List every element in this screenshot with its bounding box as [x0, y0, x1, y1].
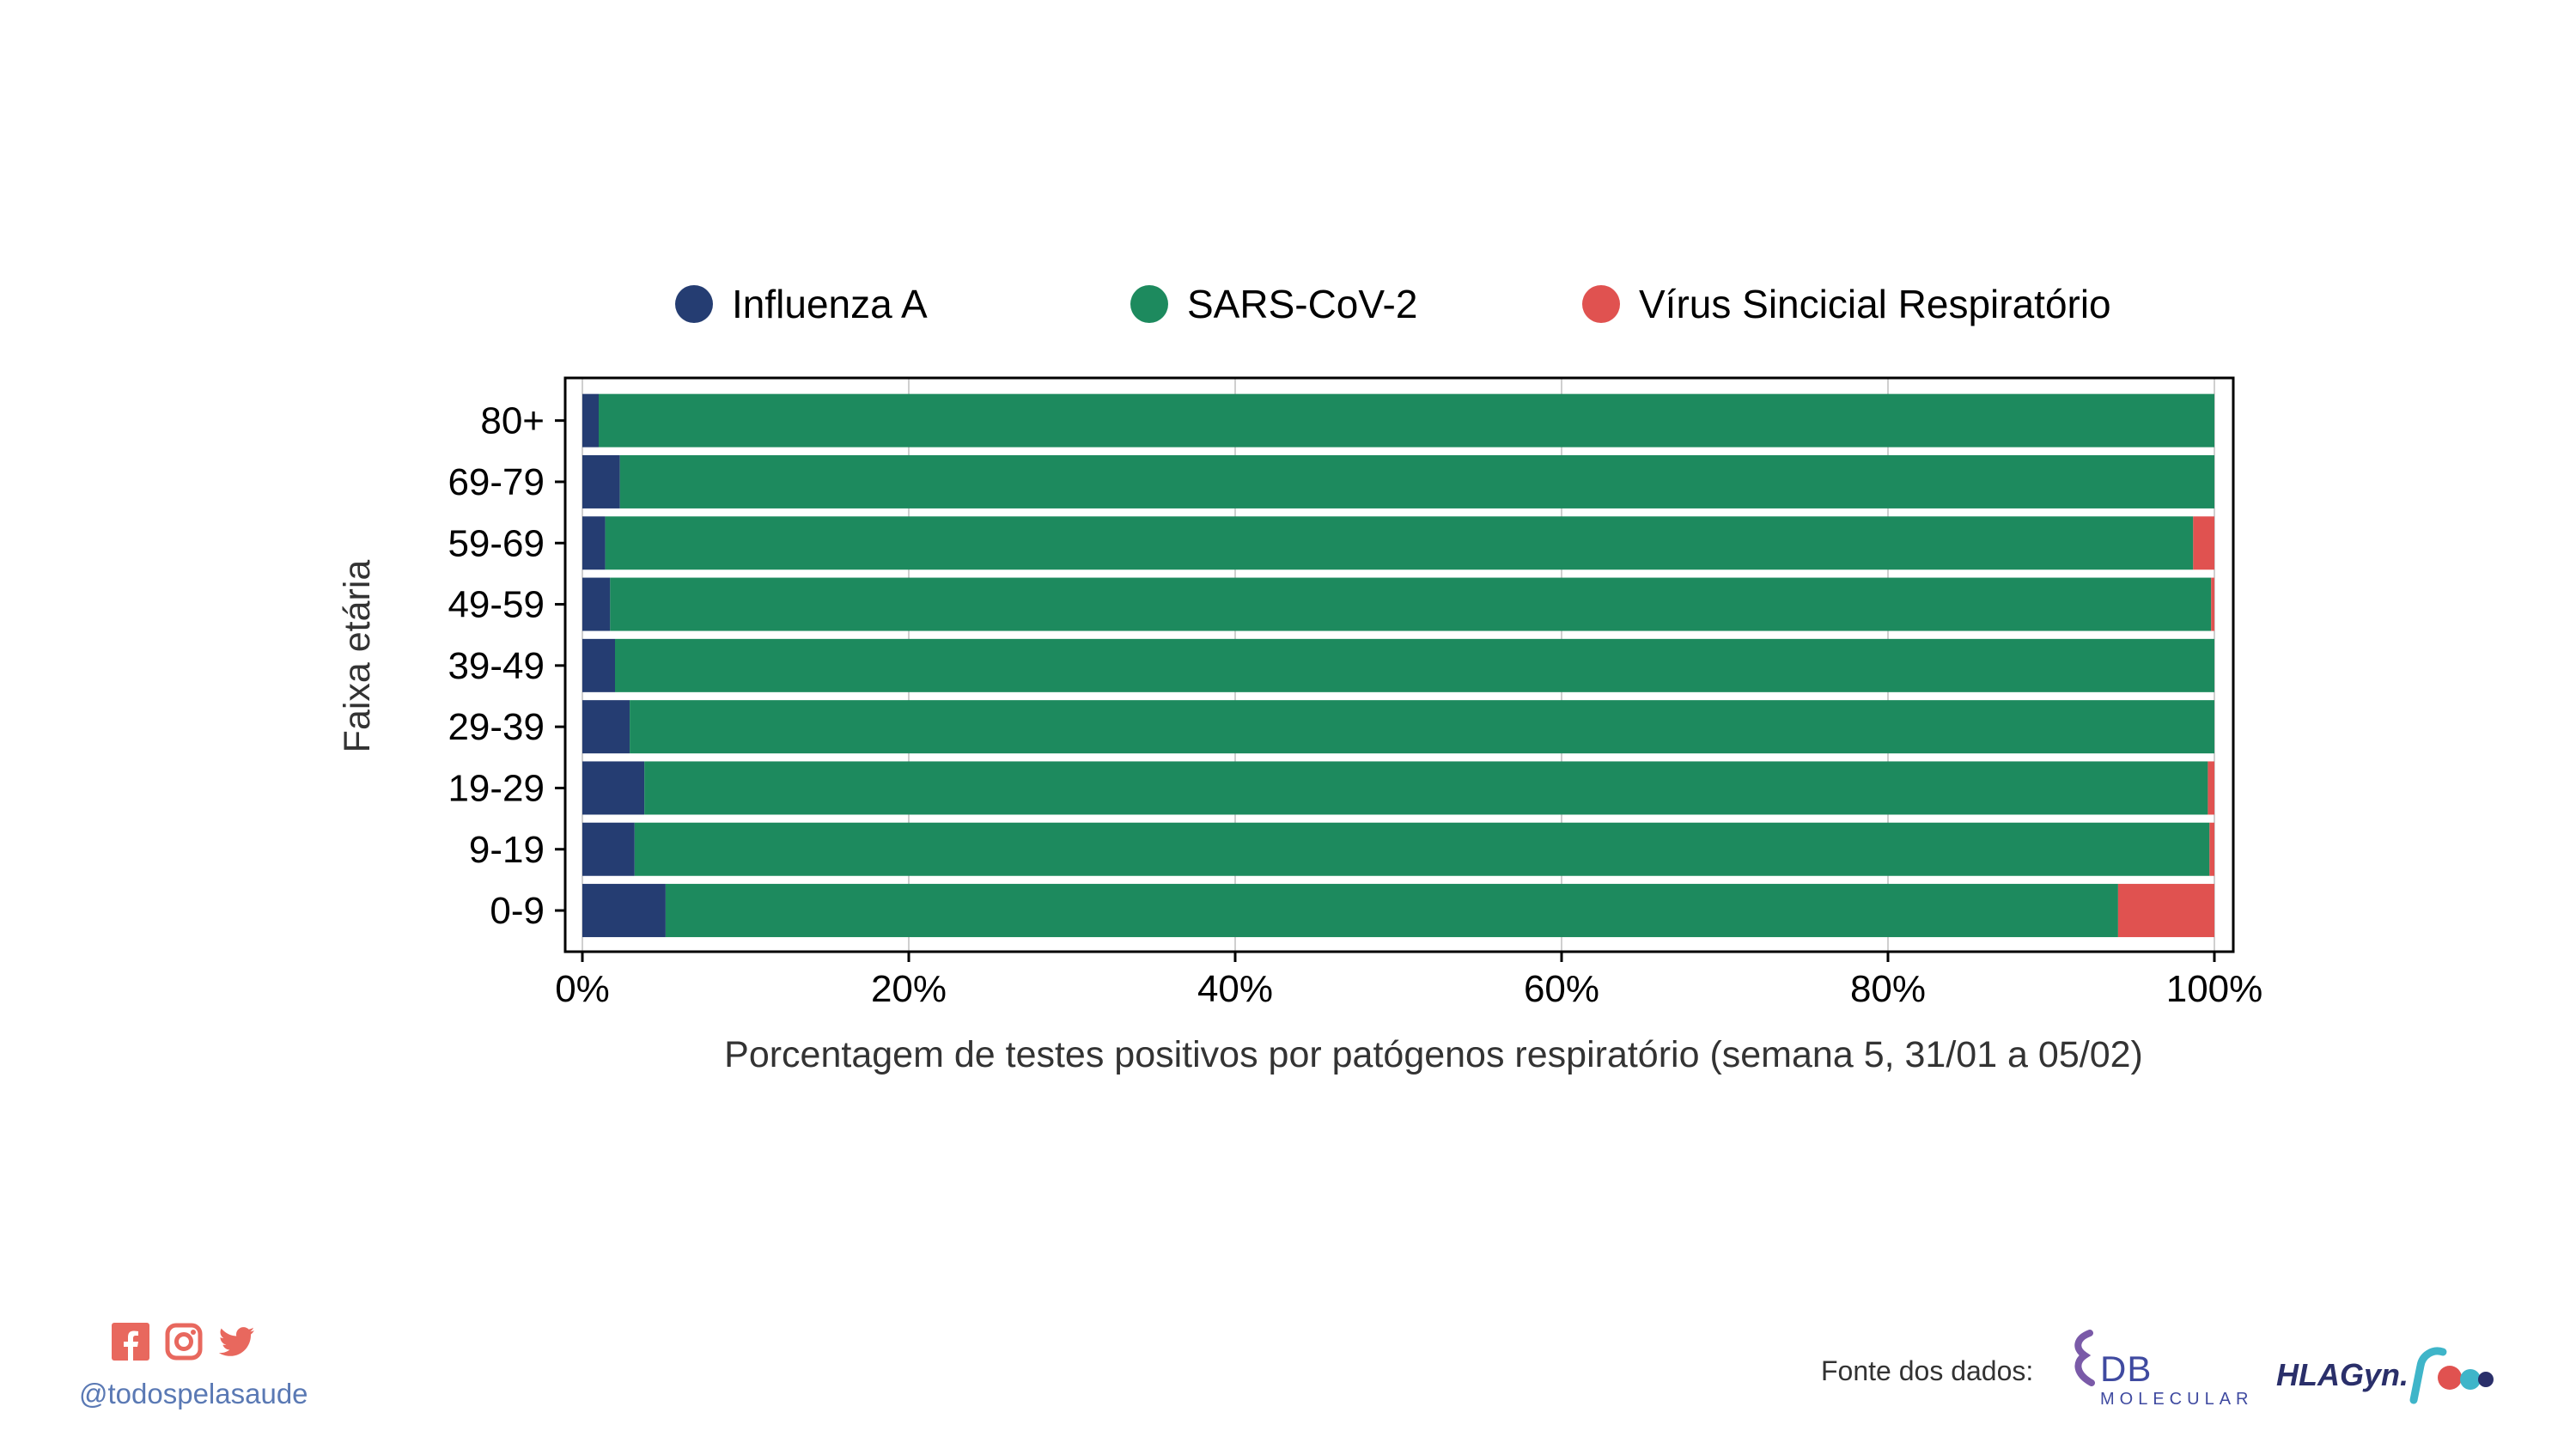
db-logo-subtext: MOLECULAR: [2100, 1390, 2254, 1409]
data-source-label: Fonte dos dados:: [1821, 1355, 2034, 1386]
y-tick-label: 9-19: [469, 829, 545, 871]
y-axis-ticks: 80+ 69-79 59-69 49-59 39-49 29-39 19-29 9-19 0-9: [448, 400, 565, 932]
bar-segment: [615, 638, 2214, 692]
x-axis-ticks: 0% 20% 40% 60% 80% 100%: [555, 952, 2262, 1010]
legend-label: SARS-CoV-2: [1187, 282, 1417, 326]
bar-segment: [634, 822, 2210, 876]
bar-segment: [582, 454, 620, 508]
facebook-icon[interactable]: [112, 1323, 149, 1361]
bar-segment: [644, 761, 2208, 815]
bar-segment: [630, 700, 2214, 754]
bars: [582, 393, 2215, 938]
social-links: [112, 1323, 256, 1361]
bar-segment: [582, 638, 615, 692]
bar-segment: [2208, 761, 2214, 815]
legend: Influenza A SARS-CoV-2 Vírus Sincicial Res…: [675, 282, 2111, 326]
x-tick-label: 0%: [555, 968, 610, 1010]
y-axis-label: Faixa etária: [337, 560, 378, 753]
bar-segment: [582, 393, 599, 447]
y-tick-label: 29-39: [448, 706, 545, 748]
bar-segment: [619, 454, 2215, 508]
y-tick-label: 59-69: [448, 522, 545, 564]
bar-segment: [582, 761, 645, 815]
x-axis-label: Porcentagem de testes positivos por pató…: [724, 1034, 2143, 1075]
legend-marker: [1130, 285, 1168, 323]
x-tick-label: 20%: [871, 968, 947, 1010]
bar-segment: [605, 516, 2194, 570]
x-tick-label: 60%: [1524, 968, 1599, 1010]
y-tick-label: 39-49: [448, 645, 545, 687]
x-tick-label: 40%: [1197, 968, 1273, 1010]
x-tick-label: 100%: [2166, 968, 2263, 1010]
legend-label: Vírus Sincicial Respiratório: [1639, 282, 2111, 326]
instagram-icon[interactable]: [165, 1323, 203, 1361]
bar-segment: [582, 700, 630, 754]
bar-segment: [582, 822, 635, 876]
bar-segment: [582, 577, 611, 631]
hlagyn-logo: HLAGyn.: [2276, 1340, 2500, 1409]
x-tick-label: 80%: [1850, 968, 1926, 1010]
social-handle[interactable]: @todospelasaude: [79, 1378, 308, 1409]
y-tick-label: 49-59: [448, 584, 545, 626]
db-molecular-logo: DB MOLECULAR: [2066, 1330, 2263, 1416]
bar-segment: [2117, 884, 2214, 938]
bar-segment: [2193, 516, 2214, 570]
legend-marker: [675, 285, 713, 323]
bar-segment: [665, 884, 2118, 938]
bar-segment: [582, 884, 666, 938]
bar-segment: [610, 577, 2212, 631]
bar-segment: [2209, 822, 2214, 876]
legend-label: Influenza A: [732, 282, 928, 326]
hlagyn-logo-text: HLAGyn.: [2276, 1357, 2409, 1392]
bar-segment: [582, 516, 606, 570]
y-tick-label: 80+: [480, 400, 545, 442]
y-tick-label: 69-79: [448, 461, 545, 503]
y-tick-label: 19-29: [448, 767, 545, 809]
bar-segment: [599, 393, 2214, 447]
y-tick-label: 0-9: [490, 890, 545, 932]
db-logo-text: DB: [2100, 1349, 2153, 1389]
bar-segment: [2211, 577, 2214, 631]
legend-marker: [1582, 285, 1620, 323]
twitter-icon[interactable]: [218, 1323, 256, 1361]
